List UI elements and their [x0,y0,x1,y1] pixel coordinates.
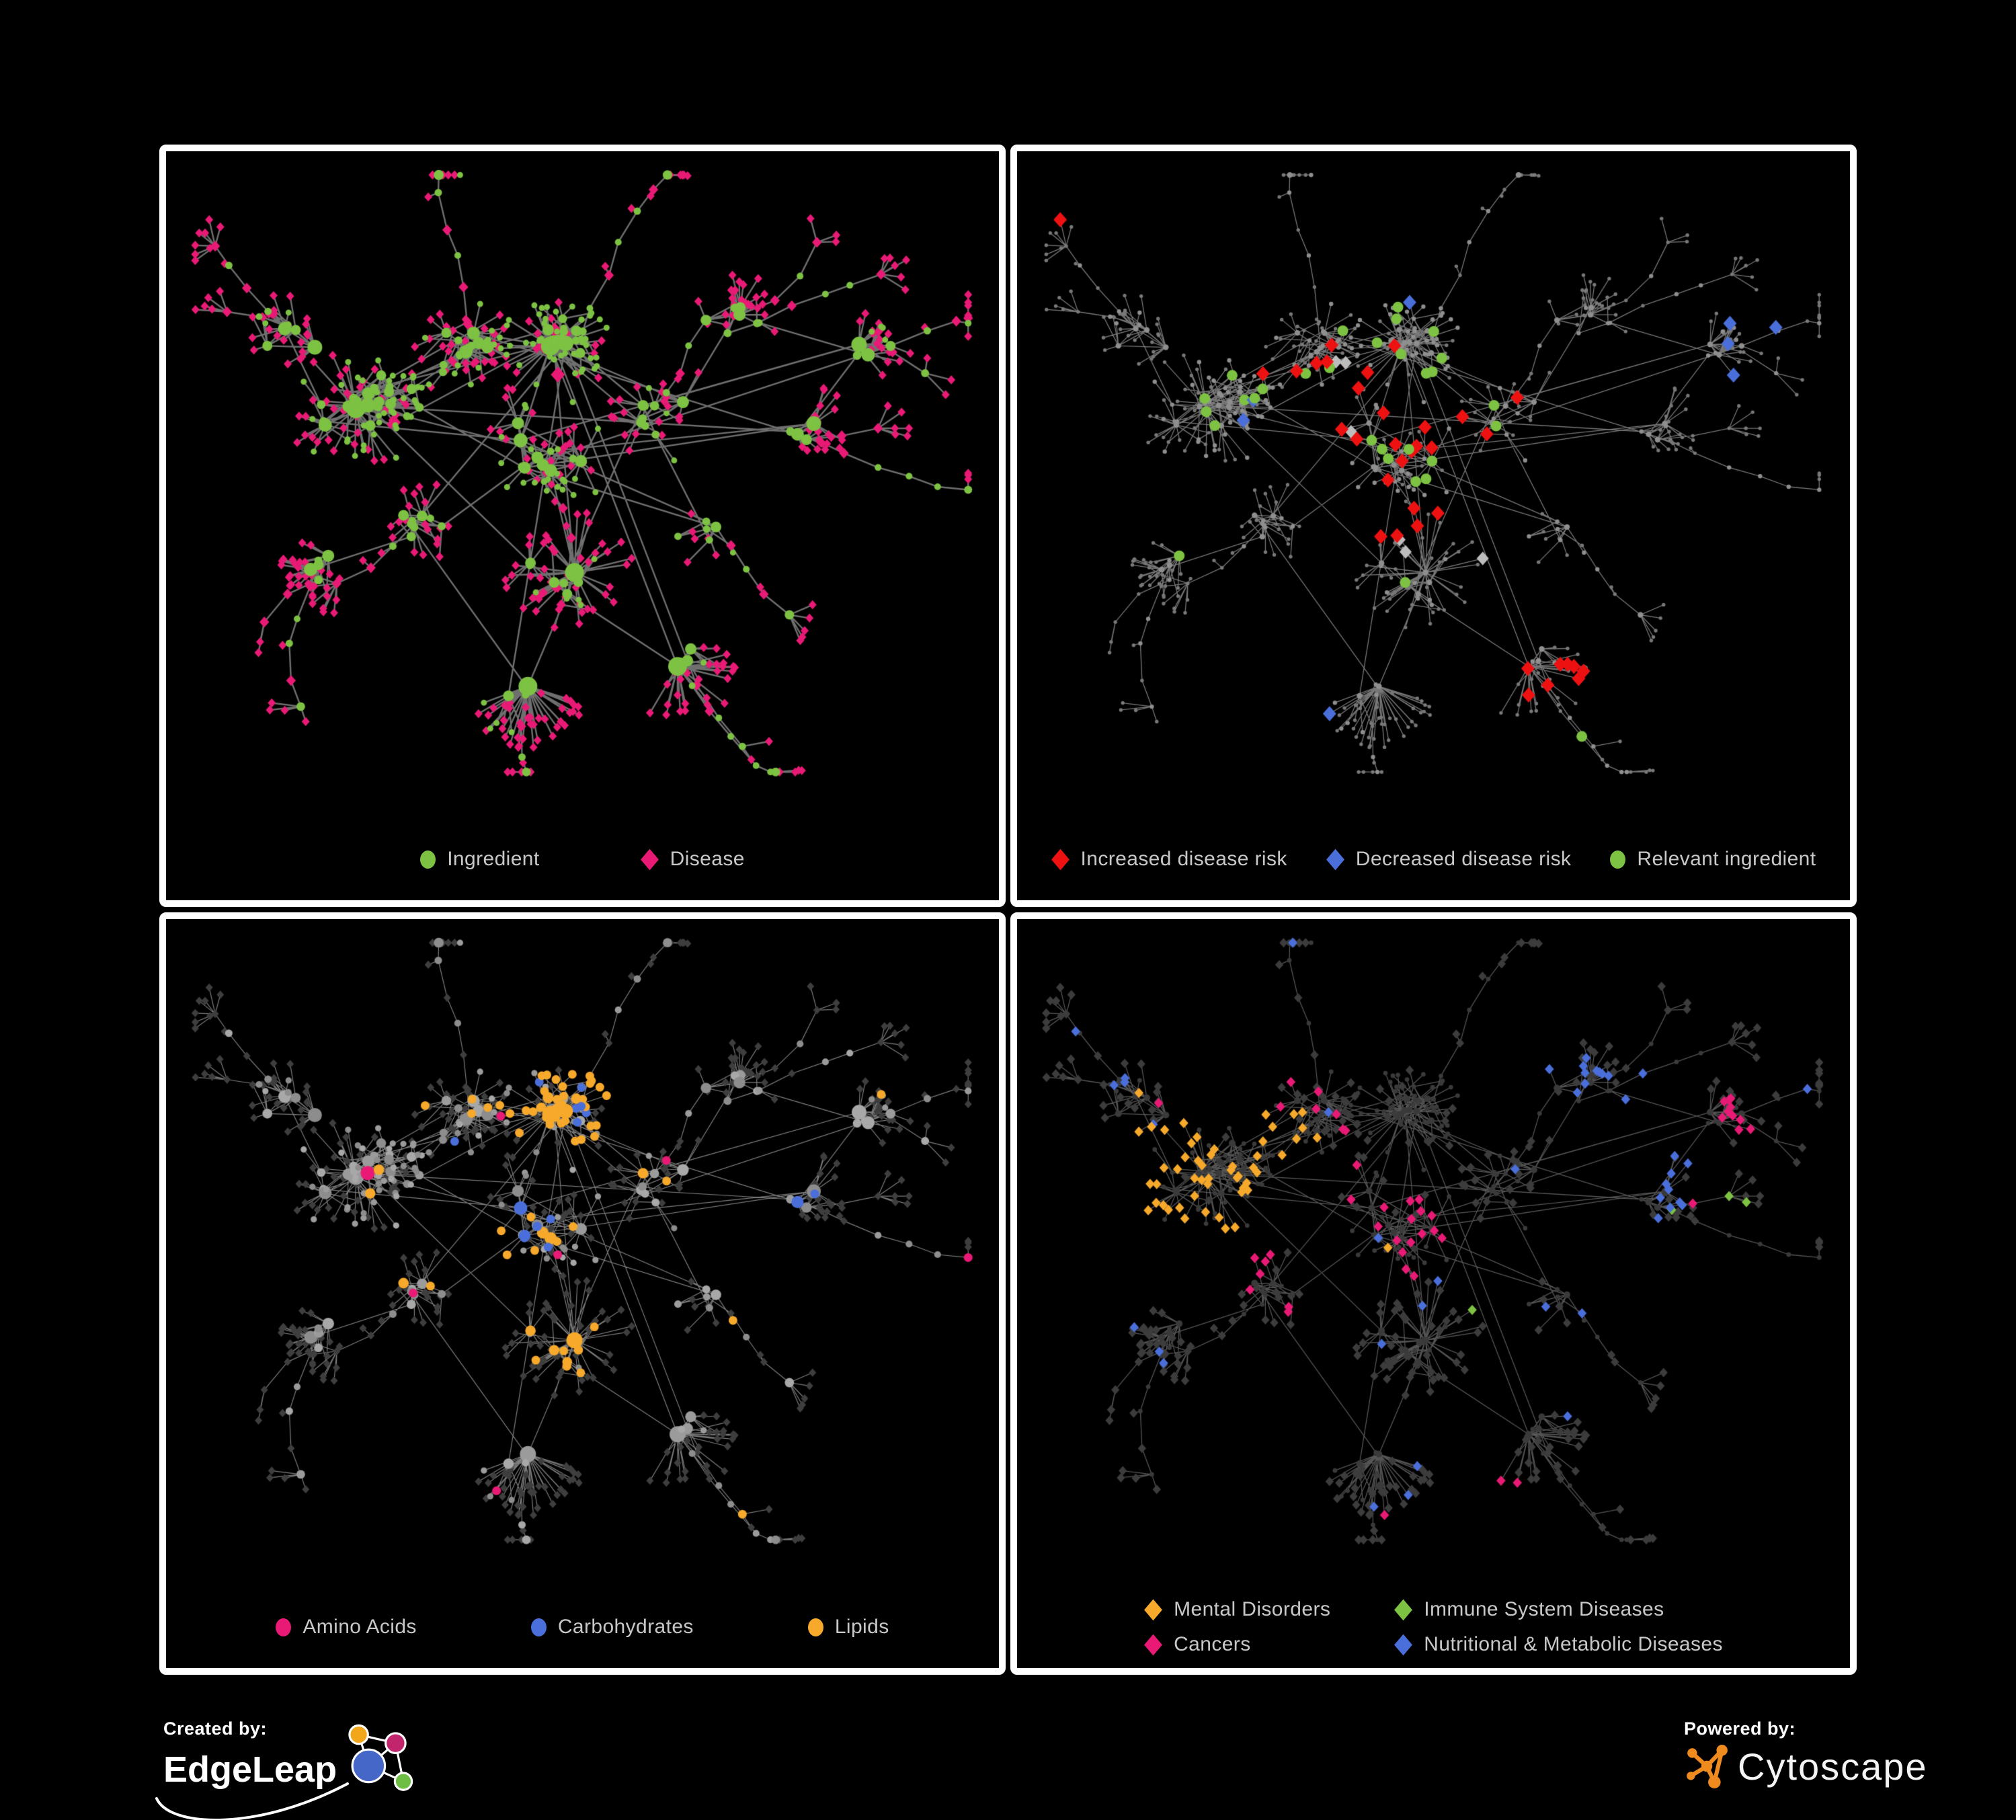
network-canvas-disease-classes [1017,919,1850,1586]
circle-marker-icon [807,1618,823,1636]
powered-by-label: Powered by: [1684,1718,1796,1739]
legend-label: Amino Acids [303,1616,417,1638]
legend-disease-risk: Increased disease risk Decreased disease … [1017,818,1850,900]
panel-disease-risk: Increased disease risk Decreased disease … [1010,145,1857,907]
cytoscape-wordmark: Cytoscape [1738,1745,1928,1788]
legend-label: Carbohydrates [557,1616,694,1638]
legend-item-decreased-disease-risk: Decreased disease risk [1326,848,1572,871]
diamond-marker-icon [1051,848,1070,870]
created-by-label: Created by: [163,1718,268,1739]
legend-label: Mental Disorders [1174,1598,1331,1620]
diamond-marker-icon [640,848,659,870]
legend-item-mental-disorders: Mental Disorders [1144,1598,1330,1621]
legend-item-amino-acids: Amino Acids [276,1616,416,1638]
circle-marker-icon [276,1618,292,1636]
panel-disease-classes: Mental Disorders Immune System Diseases Ca… [1010,912,1857,1675]
legend-disease-classes: Mental Disorders Immune System Diseases Ca… [1017,1586,1850,1668]
cytoscape-logo-icon [1687,1745,1728,1788]
legend-label: Lipids [834,1616,889,1638]
legend-item-carbohydrates: Carbohydrates [530,1616,694,1638]
legend-label: Disease [670,848,745,870]
legend-ingredient-classes: Amino Acids Carbohydrates Lipids [166,1586,999,1668]
legend-label: Relevant ingredient [1637,848,1816,870]
diamond-marker-icon [1144,1634,1163,1655]
circle-marker-icon [1610,850,1626,869]
legend-item-relevant-ingredient: Relevant ingredient [1610,848,1816,871]
legend-ingredient-disease: Ingredient Disease [166,818,999,900]
legend-label: Cancers [1174,1633,1251,1655]
diamond-marker-icon [1394,1599,1413,1620]
network-canvas-ingredient-disease [166,151,999,818]
legend-label: Ingredient [447,848,540,870]
circle-marker-icon [530,1618,547,1636]
legend-item-lipids: Lipids [807,1616,889,1638]
network-canvas-disease-risk [1017,151,1850,818]
legend-item-immune-system-diseases: Immune System Diseases [1394,1598,1664,1621]
diamond-marker-icon [1326,848,1344,870]
legend-label: Increased disease risk [1080,848,1287,870]
legend-label: Nutritional & Metabolic Diseases [1424,1633,1723,1655]
legend-item-cancers: Cancers [1144,1633,1251,1656]
edgeleap-logo-icon [348,1724,413,1791]
legend-label: Immune System Diseases [1424,1598,1664,1620]
cytoscape-credit: Powered by: Cytoscape [1684,1718,1928,1789]
network-canvas-ingredient-classes [166,919,999,1586]
edgeleap-wordmark: EdgeLeap [163,1749,337,1790]
legend-label: Decreased disease risk [1355,848,1572,870]
legend-item-increased-disease-risk: Increased disease risk [1051,848,1287,871]
legend-item-disease: Disease [640,848,745,871]
circle-marker-icon [420,850,436,869]
legend-item-nutritional-metabolic-diseases: Nutritional & Metabolic Diseases [1394,1633,1723,1656]
legend-item-ingredient: Ingredient [420,848,539,871]
panel-ingredient-classes: Amino Acids Carbohydrates Lipids [159,912,1006,1675]
edgeleap-credit: Created by: EdgeLeap [155,1718,420,1820]
diamond-marker-icon [1144,1599,1163,1620]
diamond-marker-icon [1394,1634,1413,1655]
panel-ingredient-disease: Ingredient Disease [159,145,1006,907]
